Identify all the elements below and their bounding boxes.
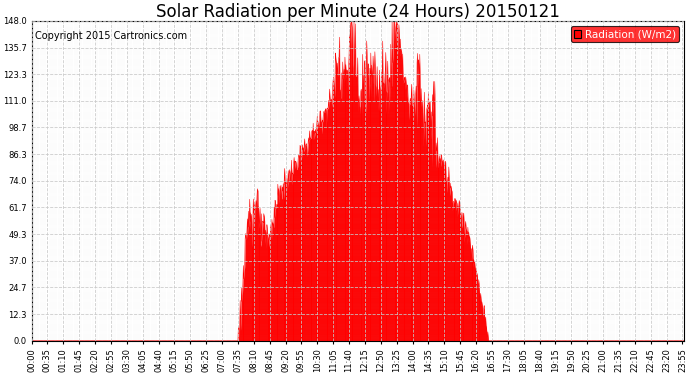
Title: Solar Radiation per Minute (24 Hours) 20150121: Solar Radiation per Minute (24 Hours) 20… <box>156 3 560 21</box>
Text: Copyright 2015 Cartronics.com: Copyright 2015 Cartronics.com <box>34 30 187 40</box>
Legend: Radiation (W/m2): Radiation (W/m2) <box>571 26 679 42</box>
